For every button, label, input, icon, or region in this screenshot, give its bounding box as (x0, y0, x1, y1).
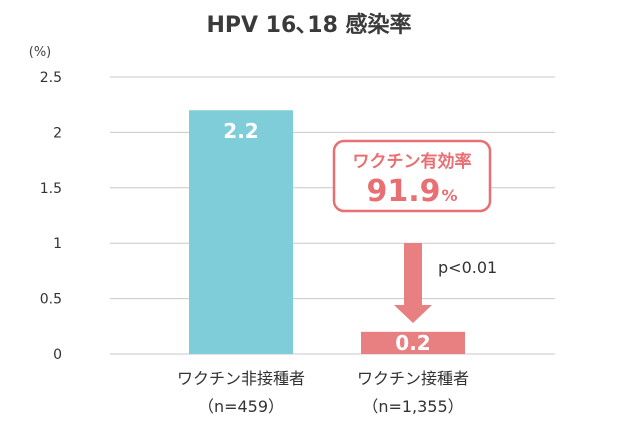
p-value-label: p<0.01 (438, 258, 497, 277)
efficacy-callout-figure: 91.9% (366, 174, 457, 209)
y-axis-unit: (%) (29, 45, 52, 60)
efficacy-callout-box (332, 139, 492, 213)
bar-unvaccinated (189, 110, 293, 355)
y-tick-label: 1.5 (40, 181, 62, 197)
bars-layer: 2.2 0.2 (189, 110, 465, 355)
efficacy-callout: ワクチン有効率 91.9% (332, 139, 492, 213)
bar-value-label-vaccinated: 0.2 (395, 331, 430, 355)
grid-layer (110, 76, 555, 355)
category-label-unvaccinated: ワクチン非接種者 (177, 369, 305, 388)
bar-vaccinated (361, 331, 465, 354)
sample-size-unvaccinated: （n=459） (198, 397, 284, 416)
bar-value-label-unvaccinated: 2.2 (223, 119, 258, 143)
chart-title: HPV 16､18 感染率 (206, 12, 411, 38)
decrease-arrow-icon (394, 243, 432, 323)
category-label-vaccinated: ワクチン接種者 (357, 369, 469, 388)
y-tick-label: 2 (53, 125, 62, 141)
y-tick-label: 0 (53, 347, 62, 363)
sample-size-vaccinated: （n=1,355） (362, 397, 463, 416)
efficacy-value: 91.9 (366, 174, 440, 209)
efficacy-callout-title: ワクチン有効率 (353, 151, 472, 172)
y-tick-label: 0.5 (40, 292, 62, 308)
y-tick-labels: 0 0.5 1 1.5 2 2.5 (40, 70, 62, 363)
y-tick-label: 2.5 (40, 70, 62, 86)
y-tick-label: 1 (53, 236, 62, 252)
efficacy-unit: % (442, 186, 458, 205)
